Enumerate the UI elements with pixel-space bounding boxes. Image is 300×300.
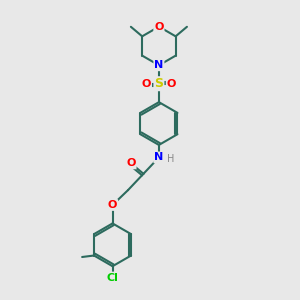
Text: Cl: Cl (106, 272, 119, 283)
Text: O: O (108, 200, 117, 210)
Text: S: S (154, 77, 164, 90)
Text: O: O (167, 79, 176, 89)
Text: N: N (154, 152, 164, 162)
Text: H: H (167, 154, 175, 164)
Text: O: O (126, 158, 136, 168)
Text: N: N (154, 60, 164, 70)
Text: O: O (154, 22, 164, 32)
Text: O: O (142, 79, 151, 89)
